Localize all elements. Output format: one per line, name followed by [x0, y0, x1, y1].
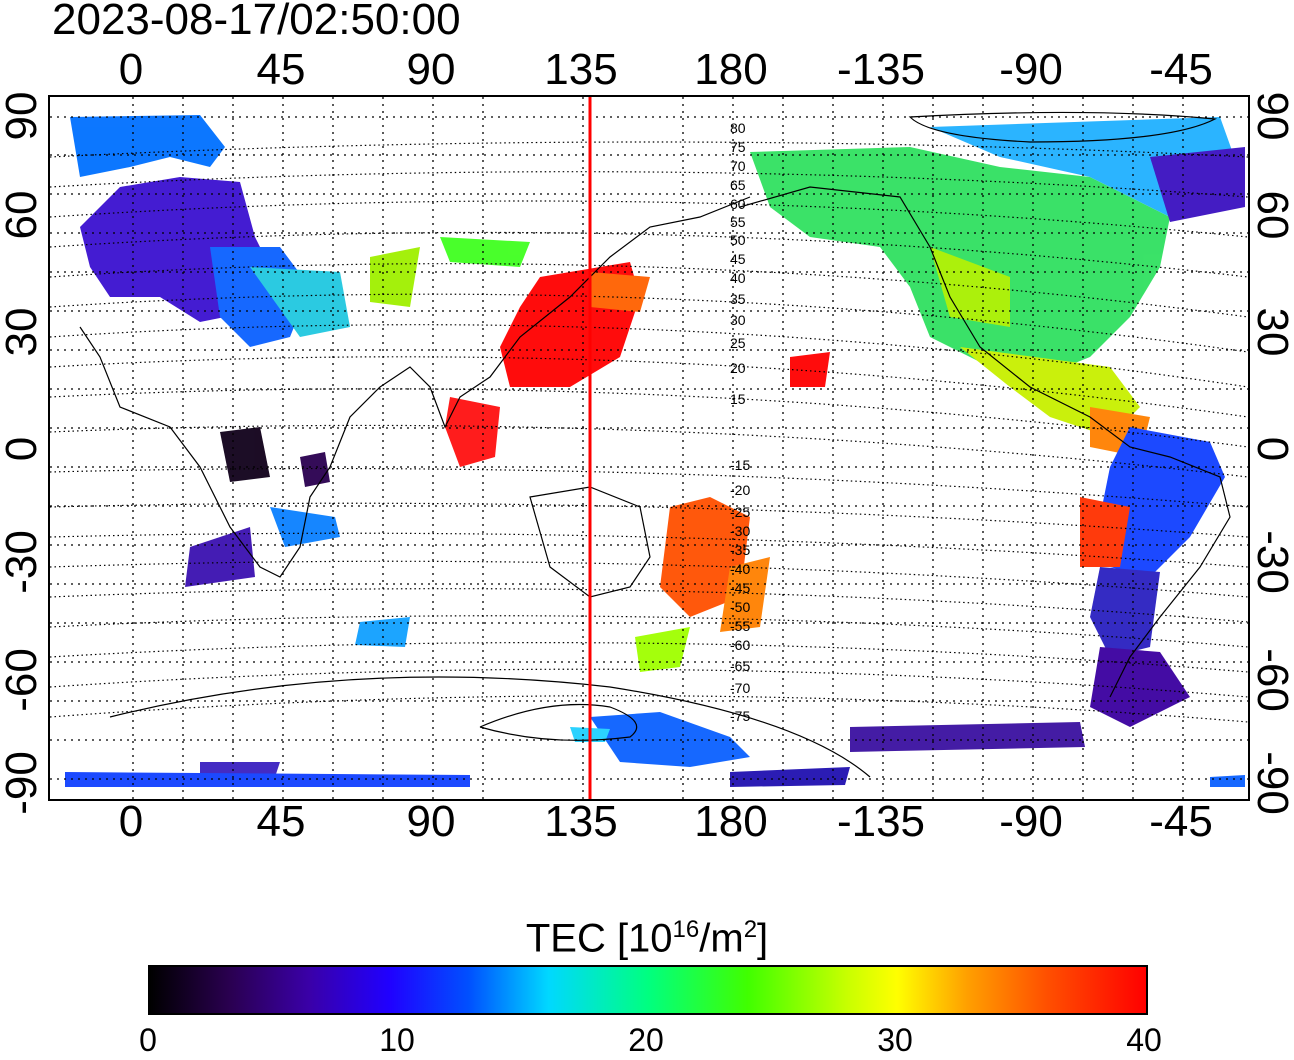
mlat-label: 45 — [730, 251, 746, 267]
lon-tick-top: 45 — [256, 45, 306, 94]
mlat-label: -45 — [730, 580, 750, 596]
lon-tick-top: -90 — [999, 45, 1063, 94]
lat-tick-left: -90 — [0, 751, 46, 815]
mlat-label: 80 — [730, 120, 746, 136]
lon-tick-bottom: 180 — [694, 797, 768, 846]
mlat-label: 65 — [730, 177, 746, 193]
colorbar-tick: 40 — [1126, 1022, 1162, 1058]
tec-map-svg: 80 75 70 65 60 55 50 45 40 35 30 25 20 1… — [50, 97, 1248, 799]
mlat-label: 75 — [730, 139, 746, 155]
mlat-label: 35 — [730, 291, 746, 307]
lon-tick-bottom: -135 — [836, 797, 926, 846]
lon-tick-bottom: 45 — [256, 797, 306, 846]
mlat-label: -25 — [730, 504, 750, 520]
lon-tick-bottom: -90 — [999, 797, 1063, 846]
lon-tick-top: 0 — [118, 45, 144, 94]
mlat-label: -15 — [730, 457, 750, 473]
mlat-label: 50 — [730, 232, 746, 248]
lon-tick-bottom: 0 — [118, 797, 144, 846]
tec-map: 80 75 70 65 60 55 50 45 40 35 30 25 20 1… — [48, 95, 1250, 801]
tec-patches — [65, 115, 1245, 787]
colorbar — [148, 965, 1148, 1015]
colorbar-title: TEC [1016/m2] — [525, 916, 769, 961]
lon-tick-top: 90 — [406, 45, 456, 94]
lon-tick-top: -45 — [1149, 45, 1213, 94]
mlat-label: -70 — [730, 680, 750, 696]
mlat-label: -65 — [730, 658, 750, 674]
lat-tick-right: -90 — [1248, 751, 1294, 815]
mlat-label: -30 — [730, 523, 750, 539]
mlat-label: -60 — [730, 637, 750, 653]
mlat-label: 55 — [730, 214, 746, 230]
colorbar-tick: 20 — [628, 1022, 664, 1058]
lon-tick-bottom: -45 — [1149, 797, 1213, 846]
mlat-label: -40 — [730, 561, 750, 577]
mlat-label: 30 — [730, 312, 746, 328]
coastlines — [79, 111, 1231, 778]
lon-tick-bottom: 135 — [544, 797, 618, 846]
mlat-label: -50 — [730, 599, 750, 615]
mlat-label: 15 — [730, 391, 746, 407]
mlat-label: 20 — [730, 360, 746, 376]
colorbar-tick: 0 — [139, 1022, 157, 1058]
mlat-label: 70 — [730, 158, 746, 174]
magnetic-latitude-lines — [50, 141, 1248, 723]
lon-tick-top: 135 — [544, 45, 618, 94]
mlat-labels: 80 75 70 65 60 55 50 45 40 35 30 25 20 1… — [730, 120, 750, 724]
grid-lines — [50, 97, 1248, 799]
colorbar-tick: 30 — [877, 1022, 913, 1058]
mlat-label: -75 — [730, 708, 750, 724]
mlat-label: 60 — [730, 196, 746, 212]
mlat-label: 25 — [730, 335, 746, 351]
mlat-label: -35 — [730, 542, 750, 558]
lon-tick-top: -135 — [836, 45, 926, 94]
lon-tick-bottom: 90 — [406, 797, 456, 846]
mlat-label: -55 — [730, 618, 750, 634]
mlat-label: 40 — [730, 270, 746, 286]
timestamp-title: 2023-08-17/02:50:00 — [52, 0, 461, 44]
mlat-label: -20 — [730, 482, 750, 498]
colorbar-tick: 10 — [379, 1022, 415, 1058]
lon-tick-top: 180 — [694, 45, 768, 94]
